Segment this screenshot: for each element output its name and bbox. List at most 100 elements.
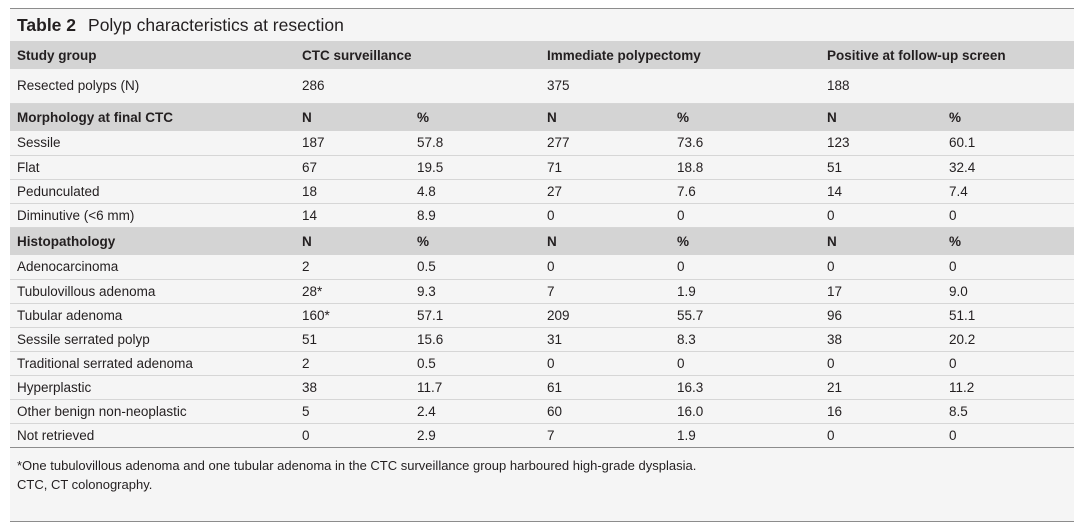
cell: 51 <box>295 327 410 352</box>
cell: 0.5 <box>410 255 541 280</box>
cell: 60.1 <box>942 131 1075 156</box>
cell: 0 <box>942 351 1075 376</box>
data-table: Study group CTC surveillance Immediate pol… <box>10 41 1075 448</box>
cell: 11.7 <box>410 375 541 400</box>
footnote-dysplasia: *One tubulovillous adenoma and one tubul… <box>17 457 697 473</box>
cell: 2 <box>295 255 410 280</box>
cell: 18.8 <box>670 155 821 180</box>
column-header: % <box>410 227 541 255</box>
cell: 19.5 <box>410 155 541 180</box>
column-header: N <box>540 227 671 255</box>
cell: 11.2 <box>942 375 1075 400</box>
cell: 0 <box>670 351 821 376</box>
table-row: Hyperplastic 38 11.7 61 16.3 21 11.2 <box>10 375 1075 400</box>
table-row: Tubulovillous adenoma 28* 9.3 7 1.9 17 9.0 <box>10 279 1075 304</box>
cell: 2 <box>295 351 410 376</box>
cell: 55.7 <box>670 303 821 328</box>
cell: 286 <box>295 69 541 104</box>
cell: 57.1 <box>410 303 541 328</box>
column-header: % <box>670 103 821 131</box>
row-label: Traditional serrated adenoma <box>10 351 295 376</box>
cell: 188 <box>820 69 1075 104</box>
resected-row: Resected polyps (N) 286 375 188 <box>10 69 1075 104</box>
table-figure: Table 2 Polyp characteristics at resecti… <box>10 8 1075 522</box>
cell: 51.1 <box>942 303 1075 328</box>
cell: 0 <box>670 255 821 280</box>
table-number: Table 2 <box>17 14 77 35</box>
header-label: Study group <box>10 41 295 69</box>
section-title: Morphology at final CTC <box>10 103 295 131</box>
cell: 18 <box>295 179 410 204</box>
cell: 71 <box>540 155 671 180</box>
cell: 160* <box>295 303 410 328</box>
row-label: Adenocarcinoma <box>10 255 295 280</box>
cell: 8.5 <box>942 399 1075 424</box>
cell: 7 <box>540 279 671 304</box>
table-row: Tubular adenoma 160* 57.1 209 55.7 96 51.1 <box>10 303 1075 328</box>
cell: 7.4 <box>942 179 1075 204</box>
header-row: Study group CTC surveillance Immediate pol… <box>10 41 1075 69</box>
table-row: Sessile serrated polyp 51 15.6 31 8.3 38 20.2 <box>10 327 1075 352</box>
table-row: Pedunculated 18 4.8 27 7.6 14 7.4 <box>10 179 1075 204</box>
column-header: N <box>295 227 410 255</box>
row-label: Tubular adenoma <box>10 303 295 328</box>
cell: 4.8 <box>410 179 541 204</box>
row-label: Pedunculated <box>10 179 295 204</box>
column-header: N <box>540 103 671 131</box>
cell: 57.8 <box>410 131 541 156</box>
row-label: Resected polyps (N) <box>10 69 295 104</box>
group-header: CTC surveillance <box>295 41 541 69</box>
row-label: Hyperplastic <box>10 375 295 400</box>
cell: 61 <box>540 375 671 400</box>
row-label: Sessile serrated polyp <box>10 327 295 352</box>
section-header-row: Histopathology N% N% N% <box>10 227 1075 255</box>
table-row: Adenocarcinoma 2 0.5 0 0 0 0 <box>10 255 1075 280</box>
cell: 9.3 <box>410 279 541 304</box>
cell: 8.9 <box>410 203 541 228</box>
cell: 20.2 <box>942 327 1075 352</box>
cell: 67 <box>295 155 410 180</box>
cell: 0 <box>670 203 821 228</box>
cell: 38 <box>295 375 410 400</box>
cell: 0 <box>942 203 1075 228</box>
row-label: Flat <box>10 155 295 180</box>
cell: 17 <box>820 279 943 304</box>
cell: 0.5 <box>410 351 541 376</box>
cell: 96 <box>820 303 943 328</box>
cell: 0 <box>820 203 943 228</box>
row-label: Diminutive (<6 mm) <box>10 203 295 228</box>
table-row: Traditional serrated adenoma 2 0.5 0 0 0 0 <box>10 351 1075 376</box>
cell: 7 <box>540 423 671 448</box>
cell: 0 <box>942 255 1075 280</box>
cell: 16.3 <box>670 375 821 400</box>
column-header: % <box>410 103 541 131</box>
cell: 14 <box>295 203 410 228</box>
cell: 15.6 <box>410 327 541 352</box>
cell: 0 <box>820 351 943 376</box>
cell: 209 <box>540 303 671 328</box>
cell: 60 <box>540 399 671 424</box>
cell: 1.9 <box>670 279 821 304</box>
cell: 2.4 <box>410 399 541 424</box>
cell: 32.4 <box>942 155 1075 180</box>
cell: 73.6 <box>670 131 821 156</box>
table-row: Diminutive (<6 mm) 14 8.9 0 0 0 0 <box>10 203 1075 228</box>
table-row: Other benign non-neoplastic 5 2.4 60 16.0 16 8… <box>10 399 1075 424</box>
cell: 28* <box>295 279 410 304</box>
table-row: Not retrieved 0 2.9 7 1.9 0 0 <box>10 423 1075 448</box>
section-header-row: Morphology at final CTC N% N% N% <box>10 103 1075 131</box>
table-title: Polyp characteristics at resection <box>88 14 344 35</box>
table-row: Sessile 187 57.8 277 73.6 123 60.1 <box>10 131 1075 156</box>
column-header: % <box>942 227 1075 255</box>
cell: 38 <box>820 327 943 352</box>
cell: 375 <box>540 69 821 104</box>
column-header: N <box>820 103 943 131</box>
column-header: N <box>820 227 943 255</box>
cell: 0 <box>540 203 671 228</box>
cell: 1.9 <box>670 423 821 448</box>
cell: 27 <box>540 179 671 204</box>
column-header: N <box>295 103 410 131</box>
cell: 277 <box>540 131 671 156</box>
cell: 0 <box>820 423 943 448</box>
cell: 5 <box>295 399 410 424</box>
